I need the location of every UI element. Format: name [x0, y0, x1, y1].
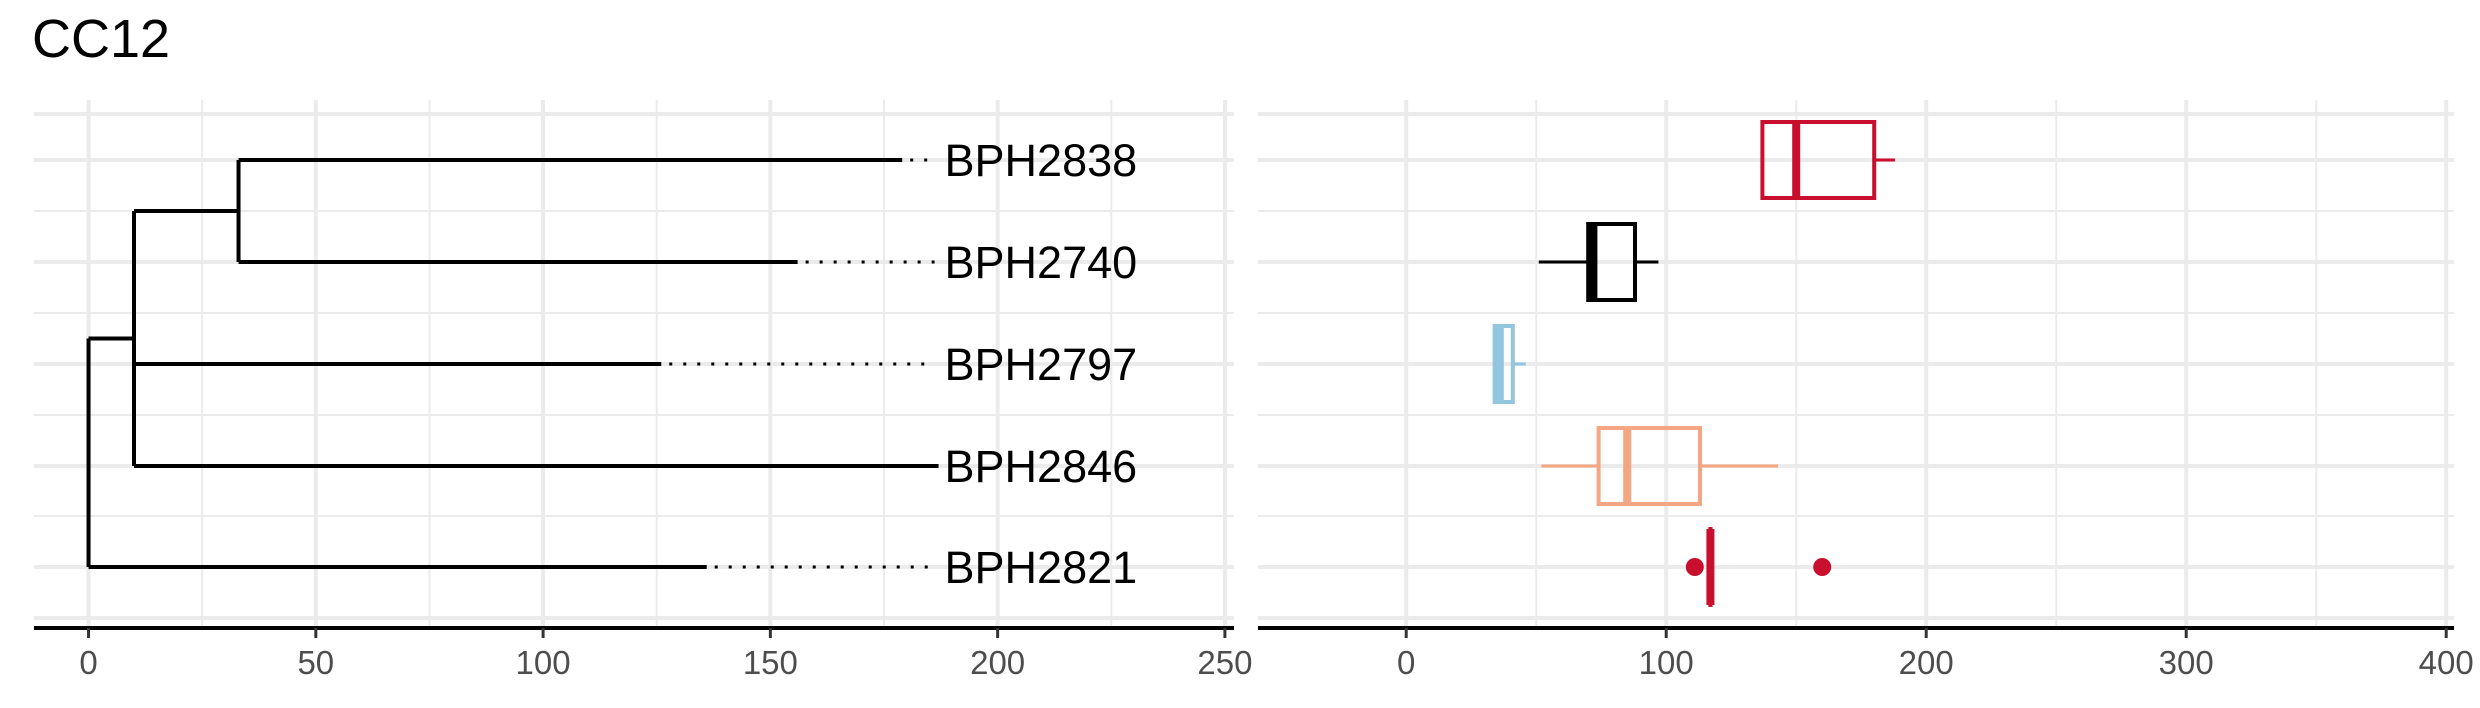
box-body: [1596, 426, 1702, 506]
box-outlier: [1813, 558, 1832, 576]
box-x-tick-label: 400: [2419, 644, 2474, 681]
tip-label: BPH2846: [945, 441, 1138, 492]
tree-x-tick-label: 250: [1197, 644, 1252, 681]
tip-label: BPH2797: [945, 339, 1138, 390]
tip-label: BPH2821: [945, 542, 1138, 593]
tree-x-tick-label: 0: [79, 644, 97, 681]
box-x-tick-label: 0: [1397, 644, 1415, 681]
box-outlier: [1685, 558, 1704, 576]
tree-x-tick-label: 200: [970, 644, 1025, 681]
box-x-tick-label: 300: [2159, 644, 2214, 681]
chart-title: CC12: [32, 9, 171, 69]
box-body: [1586, 222, 1637, 302]
tip-label: BPH2740: [945, 237, 1138, 288]
tree-x-tick-label: 150: [743, 644, 798, 681]
tree-x-tick-label: 50: [297, 644, 334, 681]
box-x-tick-label: 200: [1899, 644, 1954, 681]
box-body: [1760, 120, 1877, 200]
box-x-tick-label: 100: [1639, 644, 1694, 681]
tip-label: BPH2838: [945, 135, 1138, 186]
tree-x-tick-label: 100: [516, 644, 571, 681]
